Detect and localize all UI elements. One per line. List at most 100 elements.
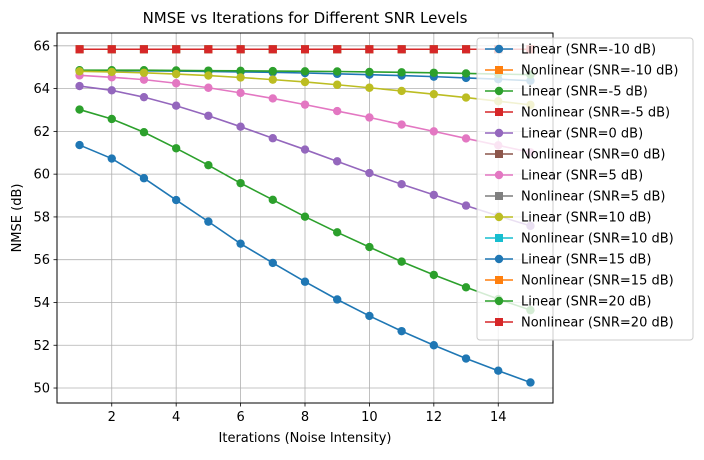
y-tick-label: 60 [33, 168, 50, 183]
legend-item: Linear (SNR=5 dB) [485, 169, 643, 184]
legend-item: Linear (SNR=0 dB) [485, 127, 643, 142]
data-point [75, 45, 84, 54]
legend-item: Linear (SNR=10 dB) [485, 211, 651, 226]
data-point [462, 45, 471, 54]
data-point [107, 114, 116, 124]
data-point [236, 178, 245, 188]
data-point [204, 71, 213, 80]
data-point [268, 258, 277, 268]
data-point [172, 45, 181, 54]
legend-label: Nonlinear (SNR=-10 dB) [521, 64, 678, 79]
data-point [236, 88, 245, 98]
legend-item: Nonlinear (SNR=-5 dB) [485, 106, 670, 121]
data-point [333, 157, 342, 166]
data-point [397, 68, 406, 77]
data-point [461, 69, 471, 78]
data-point [365, 67, 374, 77]
legend-item: Nonlinear (SNR=0 dB) [485, 148, 665, 163]
data-point [333, 228, 342, 237]
legend-label: Linear (SNR=10 dB) [521, 211, 651, 226]
data-point [333, 80, 342, 89]
data-point [107, 86, 116, 95]
data-point [139, 174, 149, 183]
data-point [75, 105, 84, 114]
x-tick-label: 2 [108, 410, 116, 425]
legend-item: Linear (SNR=-10 dB) [485, 43, 656, 58]
legend-item: Nonlinear (SNR=10 dB) [485, 232, 674, 247]
series-13 [75, 105, 535, 315]
data-point [300, 77, 310, 87]
legend-swatch-marker [494, 212, 504, 222]
data-point [107, 45, 116, 54]
legend-label: Linear (SNR=20 dB) [521, 295, 651, 310]
legend-item: Nonlinear (SNR=20 dB) [485, 316, 674, 331]
legend-label: Linear (SNR=-10 dB) [521, 43, 656, 58]
y-tick-label: 58 [33, 210, 50, 225]
data-point [429, 190, 439, 200]
y-tick-label: 62 [33, 125, 50, 140]
legend-label: Linear (SNR=15 dB) [521, 253, 651, 268]
legend-swatch-marker [495, 318, 503, 326]
data-point [429, 270, 439, 280]
x-tick-label: 14 [490, 410, 507, 425]
data-point [397, 180, 406, 189]
legend-label: Nonlinear (SNR=10 dB) [521, 232, 674, 247]
y-tick-label: 50 [33, 382, 50, 397]
data-point [171, 144, 181, 153]
data-point [397, 120, 406, 129]
data-point [461, 93, 471, 102]
data-point [429, 68, 439, 77]
data-point [171, 101, 181, 110]
data-point [75, 140, 84, 150]
legend-label: Nonlinear (SNR=-5 dB) [521, 106, 670, 121]
data-point [204, 45, 213, 54]
data-point [268, 94, 277, 103]
data-point [139, 92, 149, 102]
y-tick-label: 64 [33, 82, 50, 97]
legend-label: Nonlinear (SNR=5 dB) [521, 190, 665, 205]
legend-swatch-marker [494, 296, 504, 306]
x-tick-label: 12 [426, 410, 443, 425]
data-point [301, 45, 309, 54]
x-tick-label: 10 [361, 410, 378, 425]
legend-swatch-marker [494, 254, 504, 264]
legend-item: Nonlinear (SNR=-10 dB) [485, 64, 678, 79]
legend-swatch-marker [494, 170, 504, 180]
y-tick-label: 54 [33, 296, 50, 311]
data-point [171, 195, 181, 205]
legend-swatch-marker [495, 276, 503, 284]
data-point [75, 67, 84, 76]
data-point [268, 45, 277, 54]
data-point [461, 283, 471, 292]
legend-box [476, 37, 694, 341]
legend-item: Nonlinear (SNR=15 dB) [485, 274, 674, 289]
data-point [333, 45, 342, 54]
data-point [397, 45, 406, 54]
data-point [268, 195, 277, 205]
data-point [204, 83, 213, 92]
data-point [204, 160, 213, 170]
legend-swatch-marker [495, 108, 503, 116]
legend-label: Linear (SNR=0 dB) [521, 127, 643, 142]
legend-item: Linear (SNR=-5 dB) [485, 85, 648, 100]
chart-title: NMSE vs Iterations for Different SNR Lev… [143, 9, 468, 27]
data-point [75, 81, 84, 91]
data-point [365, 113, 374, 122]
data-point [365, 45, 374, 54]
legend-swatch-marker [495, 150, 503, 158]
data-point [107, 154, 116, 163]
data-point [268, 75, 277, 84]
data-point [236, 122, 245, 131]
data-point [204, 111, 213, 120]
data-point [333, 295, 342, 304]
x-axis-label: Iterations (Noise Intensity) [219, 431, 392, 446]
legend-swatch-marker [495, 234, 503, 242]
data-point [236, 73, 245, 82]
legend-item: Nonlinear (SNR=5 dB) [485, 190, 665, 205]
data-point [333, 106, 342, 116]
legend-label: Nonlinear (SNR=0 dB) [521, 148, 665, 163]
legend-label: Linear (SNR=5 dB) [521, 169, 643, 184]
data-point [139, 75, 149, 84]
